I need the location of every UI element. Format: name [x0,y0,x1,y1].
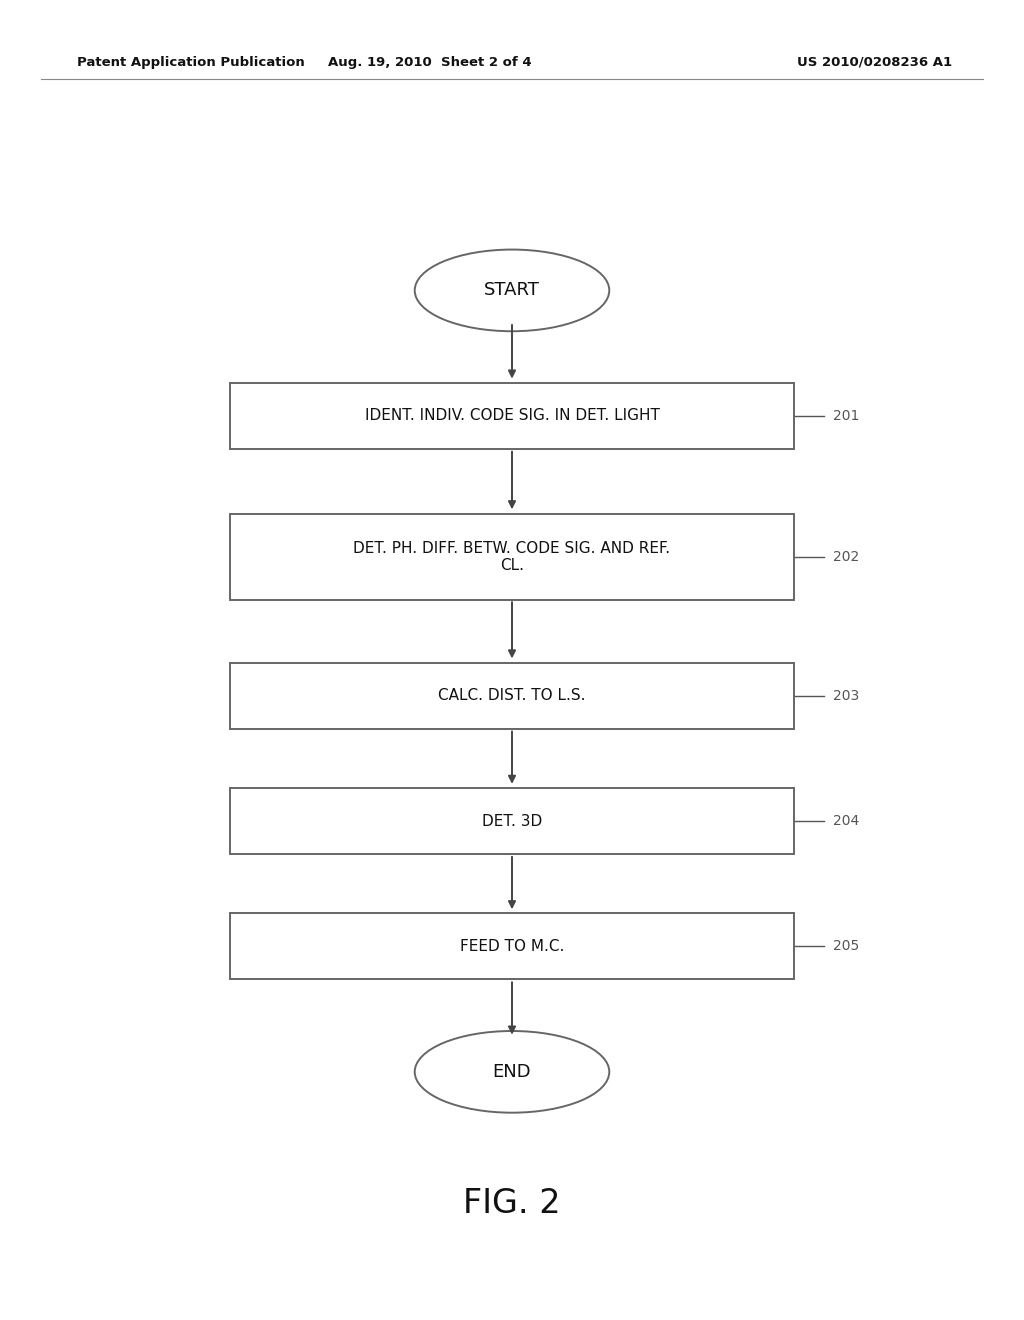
Text: DET. PH. DIFF. BETW. CODE SIG. AND REF.
CL.: DET. PH. DIFF. BETW. CODE SIG. AND REF. … [353,541,671,573]
FancyBboxPatch shape [230,513,794,599]
Text: END: END [493,1063,531,1081]
FancyBboxPatch shape [230,663,794,729]
Text: IDENT. INDIV. CODE SIG. IN DET. LIGHT: IDENT. INDIV. CODE SIG. IN DET. LIGHT [365,408,659,424]
FancyBboxPatch shape [230,788,794,854]
FancyBboxPatch shape [230,913,794,979]
FancyBboxPatch shape [230,383,794,449]
Text: FEED TO M.C.: FEED TO M.C. [460,939,564,954]
Text: 202: 202 [833,550,859,564]
Text: CALC. DIST. TO L.S.: CALC. DIST. TO L.S. [438,688,586,704]
Text: FIG. 2: FIG. 2 [463,1188,561,1220]
Text: START: START [484,281,540,300]
Ellipse shape [415,1031,609,1113]
Text: 201: 201 [833,409,859,422]
Text: US 2010/0208236 A1: US 2010/0208236 A1 [798,55,952,69]
Text: Patent Application Publication: Patent Application Publication [77,55,304,69]
Text: 205: 205 [833,940,859,953]
Text: DET. 3D: DET. 3D [482,813,542,829]
Text: 203: 203 [833,689,859,702]
Text: Aug. 19, 2010  Sheet 2 of 4: Aug. 19, 2010 Sheet 2 of 4 [329,55,531,69]
Text: 204: 204 [833,814,859,828]
Ellipse shape [415,249,609,331]
